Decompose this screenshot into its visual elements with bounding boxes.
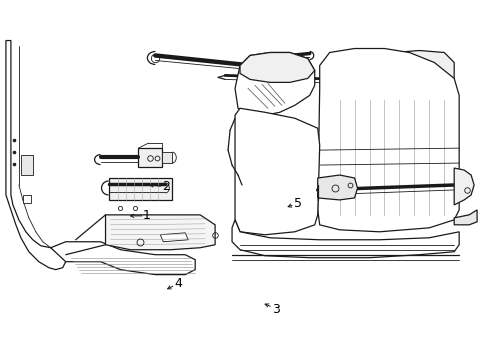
Polygon shape bbox=[240, 53, 314, 82]
Polygon shape bbox=[235, 108, 319, 235]
Text: 5: 5 bbox=[293, 197, 302, 210]
Polygon shape bbox=[21, 155, 33, 175]
Polygon shape bbox=[51, 242, 195, 275]
Polygon shape bbox=[138, 148, 162, 167]
Text: 3: 3 bbox=[272, 303, 280, 316]
Polygon shape bbox=[6, 41, 65, 270]
Polygon shape bbox=[317, 49, 458, 232]
Polygon shape bbox=[232, 220, 458, 258]
Polygon shape bbox=[105, 215, 215, 250]
Polygon shape bbox=[108, 178, 172, 200]
Text: 2: 2 bbox=[163, 180, 170, 193]
Text: 1: 1 bbox=[143, 210, 151, 222]
Text: 4: 4 bbox=[174, 278, 183, 291]
Polygon shape bbox=[162, 152, 172, 163]
Polygon shape bbox=[384, 50, 453, 87]
Polygon shape bbox=[160, 233, 188, 242]
Polygon shape bbox=[23, 195, 31, 203]
Polygon shape bbox=[235, 53, 314, 115]
Polygon shape bbox=[317, 175, 357, 200]
Polygon shape bbox=[453, 210, 476, 225]
Polygon shape bbox=[453, 168, 473, 205]
